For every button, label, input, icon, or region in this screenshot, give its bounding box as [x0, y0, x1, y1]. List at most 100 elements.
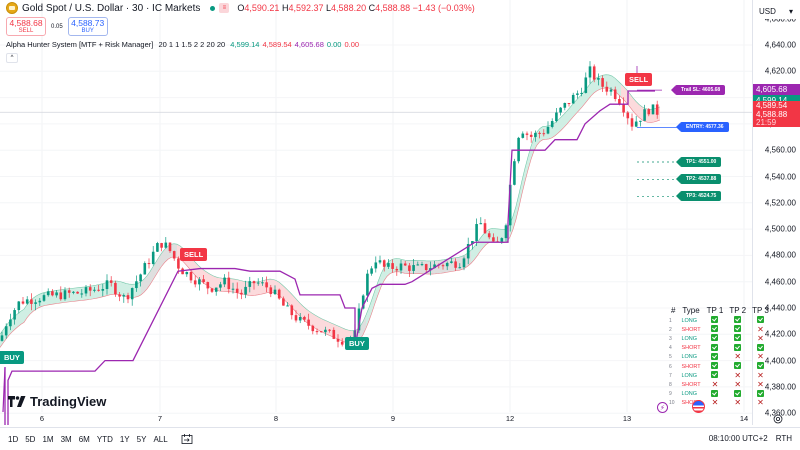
stats-header-cell: TP 3 [752, 305, 769, 315]
tp2-result: ✕ [726, 380, 749, 389]
price-tick-label: 4,560.00 [764, 145, 796, 155]
row-number: 6 [669, 363, 672, 370]
chart-pane[interactable] [0, 0, 752, 425]
tp2-result [726, 334, 749, 343]
tp1-result [704, 334, 727, 343]
range-button-1y[interactable]: 1Y [119, 434, 130, 444]
range-button-6m[interactable]: 6M [78, 434, 90, 444]
entry-tag: ENTRY: 4577.36 [676, 122, 729, 132]
stats-header-cell: Type [682, 305, 700, 315]
session-toggle[interactable]: RTH [775, 434, 792, 443]
range-button-5d[interactable]: 5D [25, 434, 36, 444]
currency-label: USD [759, 6, 776, 16]
cross-icon: ✕ [734, 398, 742, 408]
range-button-5y[interactable]: 5Y [136, 434, 147, 444]
open-label: O [237, 3, 245, 13]
check-icon [711, 316, 719, 324]
tp2-result: ✕ [726, 399, 749, 408]
stats-row: 5 LONG ✕ ✕ [668, 352, 772, 362]
cross-icon: ✕ [734, 370, 742, 380]
price-tick-label: 4,400.00 [764, 356, 796, 366]
tp3-text: TP3: 4524.75 [686, 193, 717, 199]
check-icon [756, 343, 764, 351]
range-button-1d[interactable]: 1D [8, 434, 19, 444]
check-icon [711, 389, 719, 397]
check-icon [734, 334, 742, 342]
time-axis[interactable]: 6 7 8 9 12 13 14 [0, 412, 752, 425]
trade-type: LONG [681, 391, 698, 398]
trade-type: SHORT [681, 363, 701, 370]
tp1-result [704, 343, 727, 353]
indicator-legend[interactable]: Alpha Hunter System [MTF + Risk Manager]… [6, 40, 365, 49]
currency-selector[interactable]: USD ▾ [756, 3, 796, 19]
sell-signal-text: SELL [184, 250, 204, 259]
check-icon [711, 343, 719, 351]
date-range-icon[interactable] [181, 434, 193, 444]
check-icon [734, 316, 742, 324]
ohlc-values: O4,590.21 H4,592.37 L4,588.20 C4,588.88 … [237, 3, 474, 13]
indicator-value: 4,589.54 [262, 40, 292, 49]
tp3-result: ✕ [749, 334, 772, 343]
tp2-result [726, 325, 749, 334]
check-icon [711, 371, 719, 379]
indicator-values: 4,599.14 4,589.54 4,605.68 0.00 0.00 [230, 40, 362, 49]
stats-row: 8 SHORT ✕ ✕ ✕ [668, 380, 772, 389]
time-tick-label: 6 [39, 414, 45, 423]
price-axis[interactable]: 4,660.004,640.004,620.004,600.004,580.00… [752, 0, 800, 425]
range-button-3m[interactable]: 3M [60, 434, 72, 444]
clock-display[interactable]: 08:10:00 UTC+2 [708, 434, 768, 443]
price-badge: 4,599.14 [753, 95, 800, 106]
collapse-legend-button[interactable]: ^ [6, 53, 18, 63]
range-buttons: 1D 5D 1M 3M 6M YTD 1Y 5Y ALL [8, 435, 175, 444]
check-icon [734, 362, 742, 370]
candlestick-chart[interactable] [0, 0, 752, 425]
tp2-result [726, 316, 749, 325]
tp2-text: TP2: 4537.88 [686, 176, 717, 182]
trade-type: SHORT [681, 400, 701, 407]
tradingview-logo[interactable]: TradingView [8, 394, 106, 409]
cross-icon: ✕ [711, 398, 719, 408]
indicator-value: 0.00 [344, 40, 360, 49]
cross-icon: ✕ [734, 352, 742, 362]
market-status-badge[interactable]: ≡ [219, 3, 230, 13]
check-icon [756, 389, 764, 397]
range-button-1m[interactable]: 1M [42, 434, 54, 444]
lightning-icon[interactable]: ⚡ [657, 402, 668, 413]
check-icon [734, 343, 742, 351]
check-icon [711, 325, 719, 333]
tp1-text: TP1: 4551.00 [686, 159, 717, 165]
settings-icon[interactable] [773, 414, 783, 424]
row-number: 10 [669, 400, 675, 407]
tp2-result: ✕ [726, 353, 749, 362]
range-button-ytd[interactable]: YTD [96, 434, 113, 444]
price-tick-label: 4,480.00 [764, 250, 796, 260]
trade-type: SHORT [681, 326, 701, 333]
trade-type: SHORT [681, 345, 701, 352]
price-tick-label: 4,420.00 [764, 329, 796, 339]
stats-header-cell: TP 1 [706, 305, 724, 315]
trade-type: LONG [681, 354, 698, 361]
cross-icon: ✕ [711, 379, 719, 389]
quick-trade-panel: 4,588.68 SELL 0.05 4,588.73 BUY [6, 17, 108, 36]
cross-icon: ✕ [734, 379, 742, 389]
indicator-name[interactable]: Alpha Hunter System [MTF + Risk Manager] [6, 40, 154, 49]
price-tick-label: 4,520.00 [764, 198, 796, 208]
stats-table-header: # Type TP 1 TP 2 TP 3 [668, 305, 772, 316]
symbol-title[interactable]: Gold Spot / U.S. Dollar · 30 · IC Market… [22, 2, 201, 14]
tp2-tag: TP2: 4537.88 [675, 174, 722, 184]
time-tick-label: 14 [739, 414, 749, 423]
sell-signal-text: SELL [629, 75, 649, 84]
row-number: 2 [669, 326, 672, 333]
buy-signal-label: BUY [0, 351, 24, 364]
row-number: 5 [669, 354, 672, 361]
row-number: 9 [669, 391, 672, 398]
us-flag-icon[interactable] [692, 400, 705, 413]
price-tick-label: 4,640.00 [764, 40, 796, 50]
buy-price: 4,588.73 [71, 17, 105, 28]
sell-button[interactable]: 4,588.68 SELL [6, 17, 46, 36]
time-tick-label: 9 [390, 414, 396, 423]
price-tick-label: 4,440.00 [764, 303, 796, 313]
tp3-result: ✕ [749, 325, 772, 334]
range-button-all[interactable]: ALL [153, 434, 168, 444]
buy-button[interactable]: 4,588.73 BUY [67, 17, 108, 36]
